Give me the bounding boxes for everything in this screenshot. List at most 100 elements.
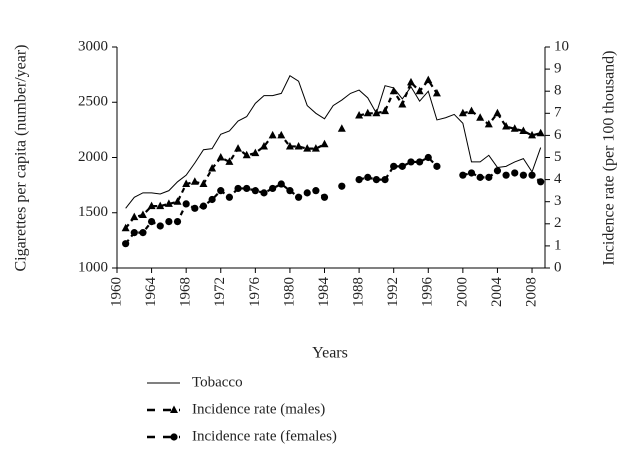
marker [122, 240, 130, 248]
marker [170, 405, 178, 413]
y-tick-label: 3000 [78, 38, 108, 54]
marker [355, 176, 363, 184]
y-tick-label: 2500 [78, 94, 108, 110]
marker [381, 106, 390, 115]
marker [432, 88, 441, 97]
marker [130, 229, 138, 237]
marker [268, 130, 277, 139]
marker [216, 153, 225, 161]
marker [320, 193, 329, 201]
marker [156, 201, 165, 210]
y2-tick-label: 7 [554, 105, 562, 121]
legend-label: Incidence rate (females) [192, 428, 337, 444]
marker [217, 187, 225, 195]
y2-tick-label: 3 [554, 193, 562, 209]
marker [286, 187, 294, 195]
marker [294, 141, 303, 150]
marker [416, 158, 424, 166]
marker [338, 182, 346, 190]
marker [363, 108, 372, 117]
marker [510, 124, 519, 132]
marker [407, 158, 415, 166]
x-tick-label: 1996 [420, 277, 436, 308]
marker [467, 169, 476, 177]
marker [536, 128, 545, 137]
marker [165, 217, 173, 226]
x-tick-label: 1972 [212, 277, 228, 307]
marker [139, 229, 147, 237]
marker [355, 111, 364, 119]
marker [433, 162, 441, 170]
y2-axis-label: Incidence rate (per 100 thousand) [601, 50, 618, 265]
y2-tick-label: 6 [554, 127, 562, 143]
y2-tick-label: 5 [554, 149, 562, 165]
y2-tick-label: 0 [554, 259, 562, 275]
marker [156, 222, 164, 230]
marker [493, 167, 502, 175]
marker [182, 200, 190, 208]
marker [484, 119, 493, 128]
y2-tick-label: 8 [554, 83, 562, 99]
marker [190, 177, 199, 185]
marker [242, 150, 251, 159]
marker [251, 148, 260, 157]
marker [381, 176, 389, 184]
marker [182, 179, 191, 188]
marker [138, 210, 147, 218]
marker [337, 124, 346, 132]
marker [164, 199, 173, 207]
marker [312, 187, 320, 195]
marker [320, 139, 329, 148]
y-tick-label: 1000 [78, 259, 108, 275]
marker [303, 144, 312, 152]
marker [502, 122, 511, 130]
x-tick-label: 2008 [523, 277, 539, 307]
x-tick-label: 2000 [454, 277, 470, 307]
marker [528, 130, 537, 139]
x-tick-label: 1964 [143, 277, 159, 308]
y2-tick-label: 4 [554, 171, 562, 187]
marker [502, 171, 510, 179]
marker [458, 108, 467, 117]
marker [251, 187, 259, 195]
series-line [125, 75, 542, 209]
marker [372, 108, 381, 117]
marker [225, 193, 234, 201]
marker [406, 77, 415, 86]
marker [493, 108, 502, 117]
x-tick-label: 1976 [247, 277, 263, 308]
marker [476, 173, 484, 181]
marker [372, 176, 380, 184]
marker [199, 179, 208, 188]
marker [147, 217, 156, 226]
y2-tick-label: 1 [554, 237, 562, 253]
x-tick-label: 1992 [385, 277, 401, 307]
legend-label: Incidence rate (males) [192, 401, 325, 417]
marker [173, 197, 182, 205]
marker [191, 204, 199, 212]
marker [269, 184, 277, 193]
x-tick-label: 2004 [489, 277, 505, 308]
marker [260, 189, 268, 197]
marker [519, 171, 527, 179]
marker [234, 184, 242, 193]
y2-tick-label: 10 [554, 38, 569, 54]
marker [170, 433, 178, 441]
marker [259, 141, 268, 150]
marker [424, 153, 432, 162]
marker [208, 195, 216, 204]
x-tick-label: 1984 [316, 277, 332, 308]
marker [277, 130, 286, 139]
x-tick-label: 1988 [351, 277, 367, 307]
marker [277, 180, 285, 188]
marker [476, 113, 485, 121]
marker [389, 86, 398, 95]
marker [519, 126, 528, 134]
marker [415, 86, 424, 95]
marker [243, 184, 251, 193]
marker [390, 162, 398, 170]
x-tick-label: 1968 [178, 277, 194, 307]
marker [485, 173, 493, 181]
marker [511, 169, 519, 177]
